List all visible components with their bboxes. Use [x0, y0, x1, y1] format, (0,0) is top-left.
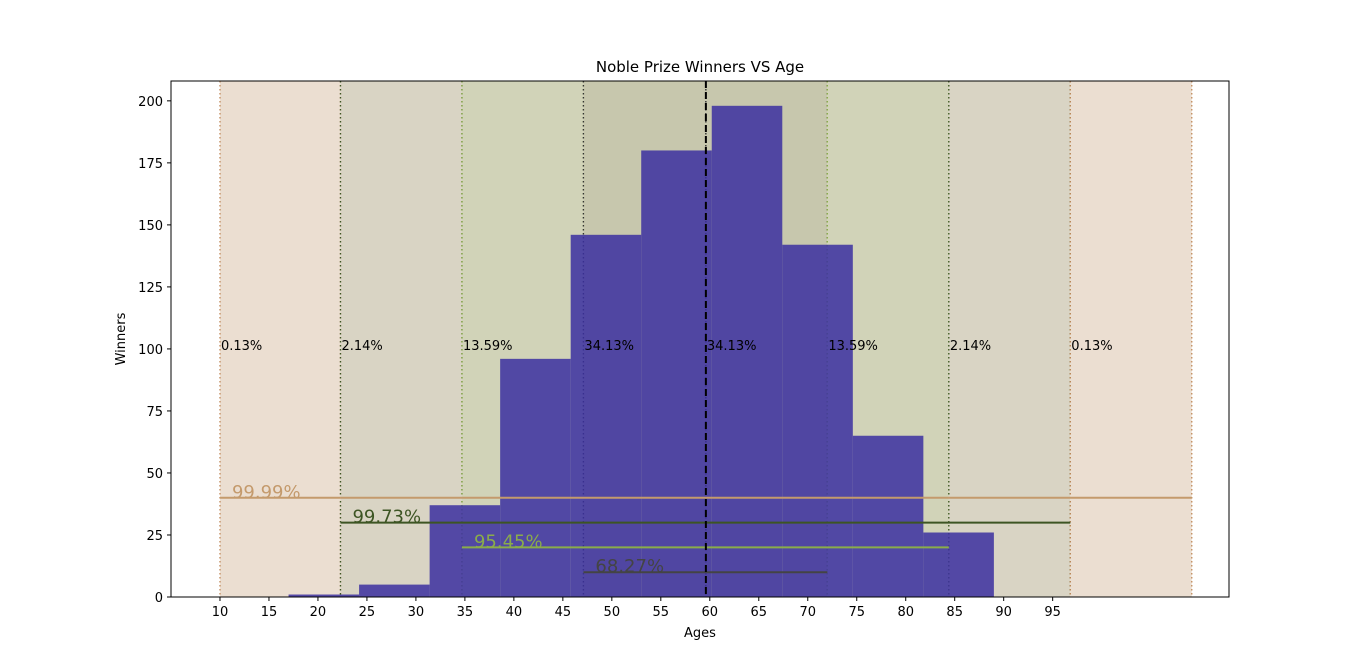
histogram-bar-6: [711, 105, 783, 598]
y-tick-label-0: 0: [155, 591, 163, 606]
plot-area: 0.13% 2.14% 13.59% 34.13% 34.13% 13.59% 2.14% 0…: [219, 81, 1193, 598]
plot-frame: [170, 80, 1230, 598]
x-tick-label-35: 35: [457, 605, 474, 620]
histogram-bar-7: [782, 244, 853, 597]
histogram-bar-9: [923, 532, 994, 597]
band-label-1: 2.14%: [341, 339, 382, 354]
histogram-bar-2: [429, 505, 501, 597]
sigma-band-7: [1070, 81, 1192, 597]
x-tick-label-20: 20: [310, 605, 327, 620]
y-tick-label-75: 75: [146, 405, 163, 420]
x-tick-label-70: 70: [799, 605, 816, 620]
x-tick-label-85: 85: [946, 605, 963, 620]
x-axis: 10 15 20 25 30 35 40 45 50 55 60 65 70 75 80 85 90 95: [212, 597, 1061, 620]
y-axis: 0 25 50 75 100 125 150 175 200: [138, 95, 171, 606]
y-tick-label-25: 25: [146, 529, 163, 544]
coverage-label-2: 95.45%: [474, 531, 543, 552]
histogram-bar-5: [641, 150, 712, 597]
band-label-2: 13.59%: [463, 339, 513, 354]
histogram-bar-0: [288, 594, 360, 597]
y-tick-label-150: 150: [138, 219, 163, 234]
chart-title: Noble Prize Winners VS Age: [596, 58, 804, 76]
band-label-5: 13.59%: [828, 339, 878, 354]
band-label-6: 2.14%: [950, 339, 991, 354]
band-label-0: 0.13%: [221, 339, 262, 354]
x-tick-label-65: 65: [751, 605, 768, 620]
sigma-band-0: [219, 81, 341, 597]
x-tick-label-80: 80: [897, 605, 914, 620]
sigma-band-6: [948, 81, 1071, 597]
histogram-bar-1: [359, 584, 430, 597]
x-axis-title: Ages: [684, 626, 716, 641]
coverage-label-3: 68.27%: [595, 556, 664, 577]
x-tick-label-50: 50: [604, 605, 621, 620]
coverage-label-0: 99.99%: [232, 482, 301, 503]
x-tick-label-95: 95: [1044, 605, 1061, 620]
band-label-7: 0.13%: [1071, 339, 1112, 354]
histogram-bar-4: [570, 234, 642, 598]
histogram-bar-8: [852, 435, 924, 597]
x-tick-label-30: 30: [408, 605, 425, 620]
x-tick-label-15: 15: [261, 605, 278, 620]
coverage-label-1: 99.73%: [352, 507, 421, 528]
x-tick-label-25: 25: [359, 605, 376, 620]
x-tick-label-45: 45: [555, 605, 572, 620]
x-tick-label-40: 40: [506, 605, 523, 620]
y-tick-label-175: 175: [138, 157, 163, 172]
x-tick-label-55: 55: [653, 605, 670, 620]
band-label-3: 34.13%: [584, 339, 634, 354]
x-tick-label-90: 90: [995, 605, 1012, 620]
y-tick-label-125: 125: [138, 281, 163, 296]
band-label-4: 34.13%: [707, 339, 757, 354]
y-axis-title: Winners: [114, 312, 129, 365]
x-tick-label-75: 75: [848, 605, 865, 620]
x-tick-label-10: 10: [212, 605, 229, 620]
y-tick-label-200: 200: [138, 95, 163, 110]
y-tick-label-50: 50: [146, 467, 163, 482]
x-tick-label-60: 60: [702, 605, 719, 620]
histogram-bar-3: [500, 358, 571, 597]
y-tick-label-100: 100: [138, 343, 163, 358]
